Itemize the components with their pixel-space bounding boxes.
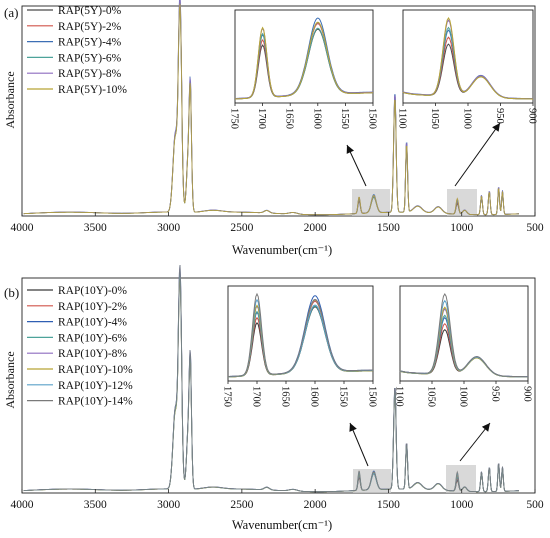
- inset-tick-label: 950: [494, 108, 505, 124]
- inset-plot: 1100 1050 1000 950 900: [394, 285, 533, 407]
- panel-label: (b): [4, 285, 19, 300]
- series-line: [23, 264, 519, 493]
- panel-label: (a): [4, 5, 18, 20]
- inset-tick-label: 1050: [426, 386, 437, 407]
- inset-tick-label: 950: [490, 386, 501, 402]
- inset-series-line: [402, 17, 533, 100]
- x-tick-label: 500: [526, 499, 544, 511]
- inset-tick-label: 1000: [462, 108, 473, 129]
- inset-tick-label: 1700: [251, 386, 262, 407]
- x-tick-label: 3000: [157, 499, 180, 511]
- x-tick-label: 1500: [377, 222, 400, 234]
- zoom-arrowhead: [492, 123, 500, 132]
- legend-label: RAP(10Y)-8%: [58, 348, 127, 360]
- x-tick-label: 4000: [11, 222, 34, 234]
- legend-label: RAP(10Y)-0%: [58, 285, 127, 297]
- plot-frame: [21, 277, 536, 494]
- inset-plot: 1100 1050 1000 950 900: [397, 9, 538, 129]
- y-axis-label: Absorbance: [3, 351, 17, 408]
- inset-tick-label: 1650: [284, 108, 295, 129]
- x-tick-label: 4000: [11, 499, 34, 511]
- x-tick-label: 3500: [84, 222, 107, 234]
- inset-tick-label: 1700: [256, 108, 267, 129]
- inset-frame: [227, 285, 374, 382]
- series-line: [23, 3, 519, 216]
- x-axis-label: Wavenumber(cm⁻¹): [232, 243, 332, 257]
- inset-frame: [234, 9, 374, 104]
- inset-tick-label: 1100: [397, 108, 408, 129]
- inset-tick-label: 1500: [367, 108, 378, 129]
- highlight-region: [446, 465, 476, 493]
- y-axis-label: Absorbance: [3, 71, 17, 128]
- x-tick-label: 1000: [450, 222, 473, 234]
- x-tick-label: 1500: [377, 499, 400, 511]
- x-tick-label: 500: [526, 222, 544, 234]
- legend: RAP(5Y)-0% RAP(5Y)-2% RAP(5Y)-4% RAP(5Y)-6%…: [27, 5, 127, 96]
- inset-series-line: [399, 293, 528, 378]
- legend-label: RAP(10Y)-2%: [58, 301, 127, 313]
- legend-label: RAP(5Y)-0%: [58, 5, 122, 17]
- x-tick-label: 2000: [304, 222, 327, 234]
- inset-tick-label: 1550: [339, 108, 350, 129]
- inset-series-line: [227, 292, 374, 378]
- zoom-arrowhead: [481, 423, 490, 432]
- highlight-region: [447, 189, 477, 216]
- inset-tick-label: 1000: [458, 386, 469, 407]
- inset-tick-label: 900: [527, 108, 538, 124]
- x-tick-label: 2500: [230, 499, 253, 511]
- zoom-arrow: [459, 422, 491, 462]
- x-tick-label: 3500: [84, 499, 107, 511]
- inset-tick-label: 1550: [338, 386, 349, 407]
- legend-label: RAP(5Y)-8%: [58, 68, 122, 80]
- x-axis-label: Wavenumber(cm⁻¹): [232, 518, 332, 532]
- legend-label: RAP(10Y)-14%: [58, 396, 133, 408]
- x-tick-label: 1000: [450, 499, 473, 511]
- inset-plot: 1750 1700 1650 1600 1550 1500: [222, 285, 378, 407]
- inset-tick-label: 1050: [429, 108, 440, 129]
- legend-label: RAP(5Y)-2%: [58, 21, 122, 33]
- inset-tick-label: 1750: [229, 108, 240, 129]
- inset-tick-label: 1500: [367, 386, 378, 407]
- inset-tick-label: 1100: [394, 386, 405, 407]
- zoom-arrowhead: [346, 145, 354, 154]
- zoom-arrow: [454, 122, 501, 187]
- inset-tick-label: 1600: [309, 386, 320, 407]
- inset-tick-label: 1600: [311, 108, 322, 129]
- inset-series-line: [234, 21, 373, 100]
- inset-frame: [402, 9, 534, 104]
- panel-a: (a) Absorbance Wavenumber(cm⁻¹) 4000 3500…: [3, 0, 544, 257]
- x-tick-label: 3000: [157, 222, 180, 234]
- legend-label: RAP(5Y)-4%: [58, 37, 122, 49]
- legend-label: RAP(10Y)-4%: [58, 317, 127, 329]
- legend-label: RAP(5Y)-10%: [58, 84, 127, 96]
- legend-label: RAP(10Y)-10%: [58, 364, 133, 376]
- x-tick-label: 2500: [230, 222, 253, 234]
- x-tick-label: 2000: [304, 499, 327, 511]
- inset-frame: [399, 285, 529, 382]
- inset-tick-label: 1650: [280, 386, 291, 407]
- legend-label: RAP(10Y)-12%: [58, 380, 133, 392]
- inset-plot: 1750 1700 1650 1600 1550 1500: [229, 9, 378, 129]
- plot-frame: [21, 5, 536, 217]
- panel-b: (b) Absorbance Wavenumber(cm⁻¹) 4000 3500…: [3, 264, 544, 532]
- inset-tick-label: 900: [522, 386, 533, 402]
- zoom-arrowhead: [349, 423, 357, 432]
- inset-tick-label: 1750: [222, 386, 233, 407]
- legend-label: RAP(5Y)-6%: [58, 52, 122, 64]
- legend-label: RAP(10Y)-6%: [58, 332, 127, 344]
- legend: RAP(10Y)-0% RAP(10Y)-2% RAP(10Y)-4% RAP(10Y…: [27, 285, 133, 408]
